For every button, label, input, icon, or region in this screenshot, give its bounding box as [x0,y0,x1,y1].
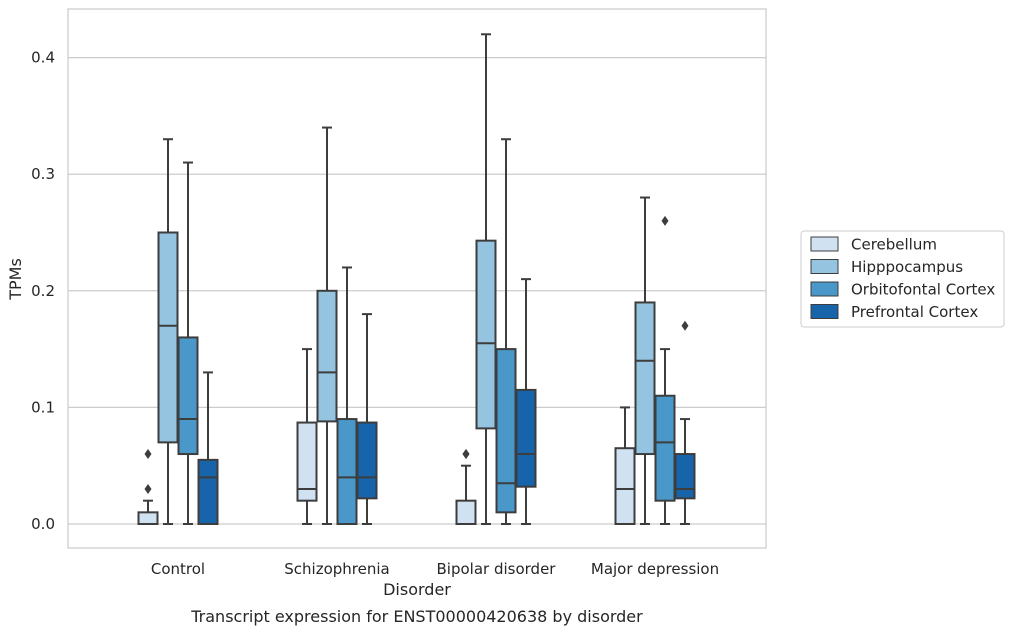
box-cerebellum [614,406,636,525]
box-body [316,289,338,423]
box-hipppocampus [157,138,179,525]
legend-swatch [810,259,839,274]
box-body [654,394,676,502]
legend-entry: Orbitofontal Cortex [851,281,995,299]
x-tick-label: Control [151,560,205,578]
box-body [475,239,497,430]
legend-swatch [810,304,839,319]
box-hipppocampus [634,196,656,525]
box-body [515,388,537,488]
box-orbitofontal-cortex [495,138,517,525]
box-body [177,336,199,456]
outlier-point [144,484,152,495]
box-prefrontal-cortex [674,320,696,525]
x-tick-labels: Control Schizophrenia Bipolar disorder Majo… [151,560,719,578]
box-body [634,301,656,456]
y-tick-label: 0.2 [31,282,55,300]
box-cerebellum [296,348,318,525]
y-tick-label: 0.0 [31,515,55,533]
box-body [495,348,517,514]
boxes [137,33,696,526]
y-tick-label: 0.1 [31,398,55,416]
y-tick-label: 0.3 [31,165,55,183]
box-cerebellum [137,449,159,526]
legend-entry: Prefrontal Cortex [851,303,978,321]
box-body [137,511,159,526]
box-body [356,421,378,500]
box-orbitofontal-cortex [177,161,199,525]
box-hipppocampus [475,33,497,525]
box-body [197,458,219,525]
legend-swatch [810,281,839,297]
box-hipppocampus [316,126,338,525]
legend: Cerebellum Hipppocampus Orbitofontal Corte… [800,230,1005,328]
outlier-point [681,320,689,331]
x-axis-label: Disorder [383,580,451,599]
box-prefrontal-cortex [515,278,537,525]
chart-caption: Transcript expression for ENST0000042063… [190,607,643,626]
box-body [296,421,318,502]
x-tick-label: Bipolar disorder [437,560,557,578]
x-tick-label: Schizophrenia [284,560,389,578]
box-body [674,453,696,500]
box-cerebellum [455,449,477,525]
box-orbitofontal-cortex [654,215,676,525]
outlier-point [462,449,470,460]
legend-entry: Hipppocampus [851,258,963,276]
x-tick-label: Major depression [591,560,719,578]
outlier-point [144,449,152,460]
box-prefrontal-cortex [197,371,219,525]
plot-frame [67,8,767,549]
y-tick-label: 0.4 [31,49,55,67]
legend-frame [800,230,1005,328]
legend-entry: Cerebellum [851,236,937,254]
box-body [336,418,358,525]
box-body [614,447,636,525]
y-axis-label: TPMs [6,258,25,301]
box-prefrontal-cortex [356,313,378,525]
box-body [157,231,179,444]
y-tick-labels: 0.0 0.1 0.2 0.3 0.4 [31,49,55,533]
legend-swatch [810,236,839,252]
outlier-point [661,215,669,226]
box-body [455,499,477,525]
box-orbitofontal-cortex [336,266,358,525]
